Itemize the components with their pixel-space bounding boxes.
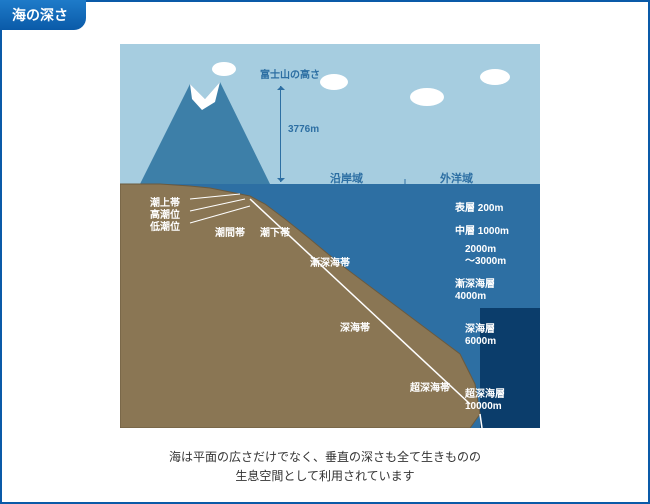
intertidal-label: 潮間帯 <box>215 224 245 239</box>
bathyal-label: 深海帯 <box>340 319 370 334</box>
depth-upper-abyssal: 漸深海層4000m <box>455 279 495 303</box>
depth-meso: 中層 1000m <box>455 222 509 237</box>
open-sea-label: 外洋域 <box>440 170 473 186</box>
upper-bathyal-label: 漸深海帯 <box>310 254 350 269</box>
depth-range: 2000m～3000m <box>465 244 506 268</box>
title-text: 海の深さ <box>12 7 68 23</box>
depth-hadal: 超深海層10000m <box>465 389 505 413</box>
height-arrow <box>280 86 281 182</box>
caption-line1: 海は平面の広さだけでなく、垂直の深さも全て生きものの <box>169 450 481 464</box>
cloud-icon <box>212 62 236 76</box>
ocean-depth-diagram: 富士山の高さ 3776m 沿岸域 外洋域 潮上帯 高潮位 低潮位 潮間帯 潮下帯… <box>120 44 540 428</box>
frame: 海の深さ 富士山の高さ <box>0 0 650 504</box>
mt-height-label: 富士山の高さ <box>260 66 320 81</box>
title-tab: 海の深さ <box>0 0 86 30</box>
mt-height-value: 3776m <box>288 124 319 135</box>
subtidal-label: 潮下帯 <box>260 224 290 239</box>
abyssal-label: 超深海帯 <box>410 379 450 394</box>
caption: 海は平面の広さだけでなく、垂直の深さも全て生きものの 生息空間として利用されてい… <box>2 448 648 486</box>
coastal-label: 沿岸域 <box>330 170 363 186</box>
cloud-icon <box>410 88 444 106</box>
depth-surface: 表層 200m <box>455 199 503 214</box>
cloud-icon <box>480 69 510 85</box>
caption-line2: 生息空間として利用されています <box>235 469 414 483</box>
low-tide-label: 低潮位 <box>150 218 180 233</box>
cloud-icon <box>320 74 348 90</box>
depth-abyssal: 深海層6000m <box>465 324 496 348</box>
